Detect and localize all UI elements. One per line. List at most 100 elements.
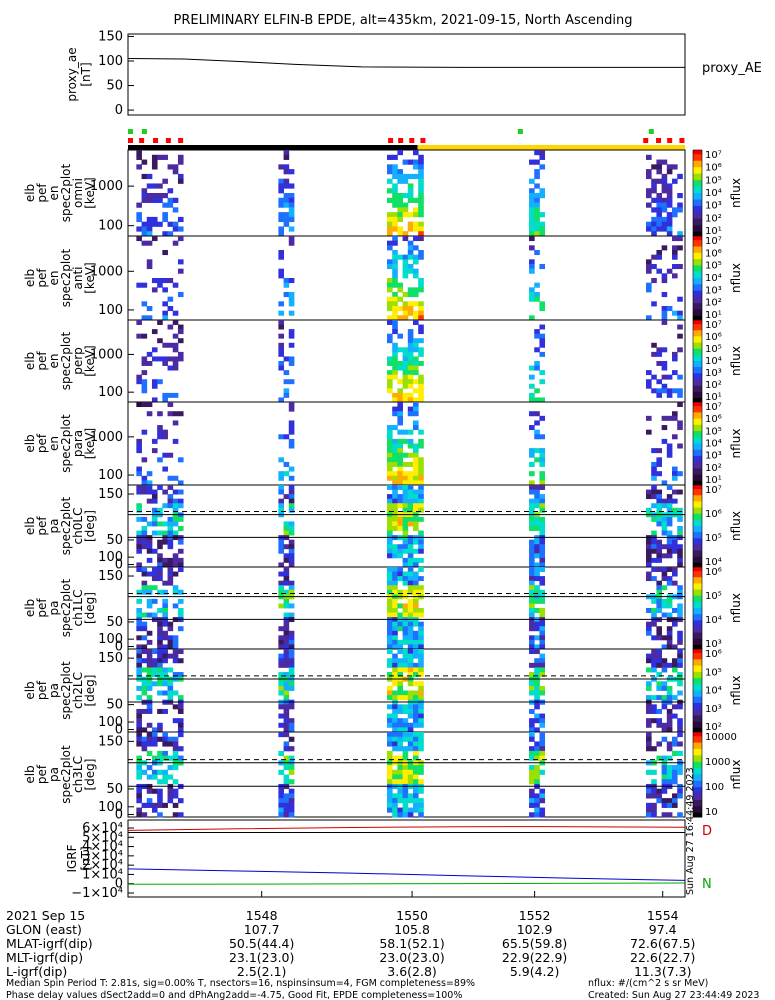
heatmap-cell: [529, 245, 535, 251]
heatmap-cell: [172, 812, 179, 818]
colorbar-segment: [693, 408, 702, 411]
colorbar-segment: [693, 210, 702, 213]
heatmap-cell: [661, 306, 668, 312]
heatmap-cell: [397, 746, 404, 752]
heatmap-cell: [283, 713, 290, 719]
heatmap-cell: [656, 379, 663, 385]
heatmap-cell: [392, 452, 398, 458]
heatmap-cell: [656, 361, 663, 366]
heatmap-cell: [392, 397, 398, 403]
heatmap-cell: [418, 736, 424, 742]
heatmap-cell: [172, 653, 179, 659]
heatmap-cell: [661, 526, 668, 531]
heatmap-cell: [646, 732, 652, 738]
heatmap-cell: [136, 544, 142, 550]
heatmap-cell: [418, 361, 424, 366]
heatmap-cell: [151, 571, 158, 577]
heatmap-cell: [387, 732, 393, 738]
heatmap-cell: [397, 443, 404, 449]
heatmap-cell: [278, 347, 284, 353]
heatmap-cell: [146, 750, 153, 757]
heatmap-cell: [529, 516, 535, 522]
heatmap-cell: [387, 589, 393, 595]
heatmap-cell: [529, 212, 535, 218]
heatmap-cell: [661, 278, 668, 284]
colorbar-segment: [693, 694, 702, 698]
heatmap-cell: [387, 429, 393, 435]
heatmap-cell: [407, 379, 414, 385]
heatmap-cell: [672, 704, 678, 710]
heatmap-cell: [677, 662, 683, 668]
heatmap-cell: [283, 392, 290, 398]
heatmap-cell: [651, 164, 657, 170]
colorbar-segment: [693, 605, 702, 609]
heatmap-cell: [141, 681, 148, 687]
heatmap-cell: [167, 798, 174, 804]
heatmap-cell: [288, 658, 295, 664]
y-axis-label-line: elb: [23, 269, 37, 287]
heatmap-cell: [402, 736, 409, 742]
heatmap-cell: [661, 571, 668, 577]
y-axis-label-line: omni: [71, 178, 85, 208]
heatmap-cell: [661, 736, 668, 742]
heatmap-cell: [397, 202, 404, 208]
heatmap-cell: [151, 216, 158, 223]
heatmap-cell: [407, 443, 414, 449]
heatmap-cell: [418, 807, 424, 813]
heatmap-cell: [141, 159, 148, 165]
y-axis-label-line: elb: [23, 599, 37, 617]
heatmap-cell: [413, 254, 419, 260]
heatmap-cell: [672, 356, 678, 362]
heatmap-cell: [661, 598, 668, 604]
heatmap-cell: [666, 221, 673, 227]
colorbar-segment: [693, 326, 702, 329]
heatmap-cell: [534, 727, 540, 733]
heatmap-cell: [392, 342, 398, 348]
x-axis-row-value: 22.6(22.7): [630, 950, 695, 965]
heatmap-cell: [666, 713, 673, 719]
colorbar-segment: [693, 201, 702, 205]
heatmap-cell: [283, 603, 290, 609]
heatmap-cell: [529, 612, 535, 618]
heatmap-cell: [672, 498, 678, 504]
heatmap-cell: [677, 603, 683, 609]
heatmap-cell: [656, 392, 663, 398]
heatmap-cell: [283, 571, 290, 577]
heatmap-cell: [397, 798, 404, 804]
heatmap-cell: [407, 708, 414, 714]
heatmap-cell: [172, 169, 179, 175]
heatmap-cell: [413, 164, 419, 170]
y-axis-label-line: elb: [23, 352, 37, 370]
colorbar-segment: [693, 393, 702, 397]
heatmap-cell: [172, 779, 179, 785]
heatmap-cell: [392, 580, 398, 586]
colorbar-segment: [693, 426, 702, 430]
heatmap-cell: [387, 287, 393, 293]
heatmap-cell: [418, 489, 424, 495]
heatmap-cell: [646, 626, 652, 632]
heatmap-cell: [539, 452, 546, 458]
heatmap-cell: [418, 164, 424, 170]
heatmap-cell: [413, 347, 419, 353]
colorbar-segment: [693, 315, 702, 319]
colorbar-segment: [693, 422, 702, 426]
heatmap-cell: [397, 379, 404, 385]
colorbar-segment: [693, 509, 702, 513]
y-axis-label-line: [deg]: [83, 510, 97, 542]
heatmap-cell: [413, 779, 419, 785]
colorbar-segment: [693, 783, 702, 786]
heatmap-cell: [646, 562, 652, 568]
heatmap-cell: [661, 727, 668, 733]
heatmap-cell: [387, 695, 393, 701]
heatmap-cell: [407, 571, 414, 577]
heatmap-cell: [672, 644, 678, 650]
heatmap-cell: [402, 765, 409, 771]
heatmap-cell: [418, 193, 424, 199]
mode-marker-green: [141, 129, 147, 134]
heatmap-cell: [407, 438, 414, 444]
heatmap-cell: [407, 544, 414, 550]
heatmap-cell: [162, 466, 168, 472]
heatmap-cell: [646, 769, 652, 775]
heatmap-cell: [539, 498, 546, 504]
heatmap-cell: [651, 466, 657, 472]
